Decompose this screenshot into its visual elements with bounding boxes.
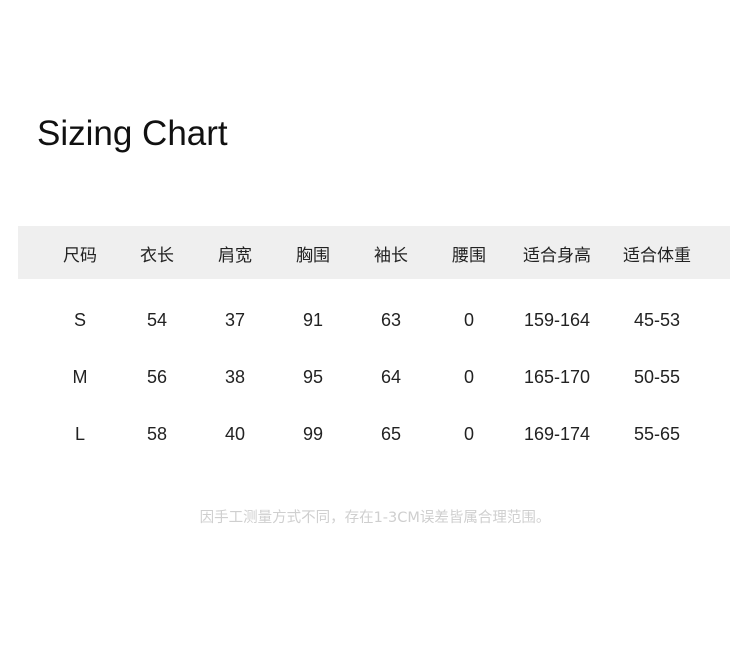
table-cell: 58 bbox=[146, 424, 168, 444]
table-cell: 169-174 bbox=[523, 424, 591, 444]
table-cell: 0 bbox=[463, 424, 475, 444]
table-cell: 95 bbox=[302, 367, 324, 387]
table-cell: 45-53 bbox=[633, 310, 681, 330]
table-cell: 165-170 bbox=[523, 367, 591, 387]
table-cell: 50-55 bbox=[633, 367, 681, 387]
page-title: Sizing Chart bbox=[37, 114, 228, 153]
column-header: 肩宽 bbox=[218, 246, 252, 266]
column-header: 袖长 bbox=[374, 246, 408, 266]
table-cell: 40 bbox=[224, 424, 246, 444]
table-row: L 58 40 99 65 0 169-174 55-65 bbox=[0, 424, 750, 454]
table-cell: M bbox=[72, 367, 88, 387]
column-header: 腰围 bbox=[452, 246, 486, 266]
column-header: 衣长 bbox=[140, 246, 174, 266]
table-cell: 0 bbox=[463, 310, 475, 330]
column-header: 适合身高 bbox=[523, 246, 591, 266]
table-row: S 54 37 91 63 0 159-164 45-53 bbox=[0, 310, 750, 340]
table-header: 尺码 衣长 肩宽 胸围 袖长 腰围 适合身高 适合体重 bbox=[18, 226, 730, 279]
table-cell: S bbox=[73, 310, 87, 330]
column-header: 适合体重 bbox=[623, 246, 691, 266]
table-cell: 54 bbox=[146, 310, 168, 330]
measurement-note: 因手工测量方式不同，存在1-3CM误差皆属合理范围。 bbox=[199, 510, 551, 526]
table-cell: 56 bbox=[146, 367, 168, 387]
table-cell: 63 bbox=[380, 310, 402, 330]
column-header: 胸围 bbox=[296, 246, 330, 266]
column-header: 尺码 bbox=[63, 246, 97, 266]
table-cell: 55-65 bbox=[633, 424, 681, 444]
table-cell: L bbox=[74, 424, 86, 444]
table-cell: 0 bbox=[463, 367, 475, 387]
table-cell: 99 bbox=[302, 424, 324, 444]
table-cell: 159-164 bbox=[523, 310, 591, 330]
table-cell: 91 bbox=[302, 310, 324, 330]
table-row: M 56 38 95 64 0 165-170 50-55 bbox=[0, 367, 750, 397]
table-cell: 38 bbox=[224, 367, 246, 387]
table-cell: 37 bbox=[224, 310, 246, 330]
table-cell: 65 bbox=[380, 424, 402, 444]
table-cell: 64 bbox=[380, 367, 402, 387]
